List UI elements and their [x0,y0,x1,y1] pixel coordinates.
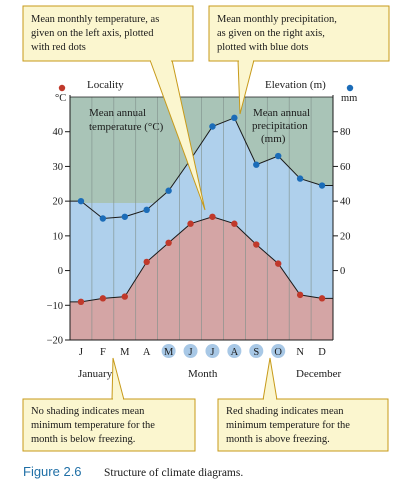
precipitation-dot [296,175,304,182]
month-highlight [205,344,220,358]
january-label: January [78,368,113,380]
left-tick-label: 0 [58,266,63,277]
month-highlight [161,344,176,358]
month-label: A [143,347,151,358]
left-tick-label: −10 [47,301,63,312]
month-label: A [231,347,239,358]
month-highlights [161,344,286,358]
celsius-unit: °C [55,93,66,104]
right-axis-ticks: 0 20 40 60 80 [333,127,351,277]
no-shading-callout-pointer [111,357,125,401]
elevation-label: Elevation (m) [265,79,326,91]
right-tick-label: 20 [340,231,351,242]
month-label: N [296,347,304,358]
left-tick-label: 40 [53,127,64,138]
right-tick-label: 40 [340,197,351,208]
month-label: D [318,347,326,358]
precipitation-callout-text: Mean monthly precipitation, as given on … [217,14,339,53]
temperature-dot [187,220,194,227]
month-label: M [164,347,174,358]
mean-annual-temperature-label: Mean annual temperature (°C) [89,107,164,133]
month-label: J [79,347,83,358]
locality-label: Locality [87,79,124,91]
right-tick-label: 80 [340,127,351,138]
temperature-dot [77,298,85,306]
right-tick-label: 0 [340,266,345,277]
figure-caption: Structure of climate diagrams. [104,467,243,479]
precipitation-dot [99,215,107,222]
temperature-dot [165,239,172,246]
left-tick-label: 30 [53,162,64,173]
month-axis-title: Month [188,368,218,380]
precipitation-unit-dot [346,84,354,92]
no-shading-callout-text: No shading indicates mean minimum temper… [31,406,158,445]
month-label: M [120,347,130,358]
no-shading-callout [22,398,196,452]
red-shading-callout-pointer [262,357,278,401]
december-label: December [296,368,342,380]
left-tick-label: −20 [47,336,63,347]
right-tick-label: 60 [340,162,351,173]
precipitation-dot [143,206,150,214]
temperature-dot [99,295,107,302]
month-label: F [100,347,106,358]
month-label: S [253,347,259,358]
temperature-line [70,216,333,303]
left-tick-label: 10 [53,231,64,242]
precipitation-dot [165,187,172,194]
temperature-dot [121,293,128,300]
precipitation-dot [318,182,326,189]
mean-annual-precipitation-label: Mean annual precipitation (mm) [252,107,313,145]
precipitation-callout [208,5,390,62]
left-axis-ticks: −20 −10 0 10 20 30 40 [47,127,70,347]
month-highlight [183,344,198,358]
temperature-dot [253,241,260,248]
temperature-dot [275,260,282,267]
month-label: J [188,347,192,358]
temperature-dot [143,258,150,266]
precipitation-dot [77,197,85,205]
month-highlight [271,344,286,358]
figure-number: Figure 2.6 [23,464,82,479]
temperature-dot [209,213,216,220]
precipitation-dot [209,123,216,130]
precipitation-dot [231,114,238,122]
temperature-callout [22,5,194,62]
precipitation-dot [275,152,282,160]
precipitation-line [70,117,333,220]
month-highlight [249,344,264,358]
temperature-dot [231,220,238,227]
left-tick-label: 20 [53,197,64,208]
millimeter-unit: mm [341,93,357,104]
month-label: O [274,347,282,358]
precipitation-dot [253,161,260,168]
temperature-dots [77,213,326,306]
month-label: J [210,347,214,358]
temperature-unit-dot [58,84,66,92]
temperature-dot [296,291,304,299]
temperature-callout-text: Mean monthly temperature, as given on th… [31,14,162,53]
red-shading-callout-text: Red shading indicates mean minimum tempe… [226,406,353,445]
temperature-dot [318,295,326,302]
red-shading-callout [217,398,389,452]
precipitation-dot [121,213,128,220]
month-highlight [227,344,242,358]
